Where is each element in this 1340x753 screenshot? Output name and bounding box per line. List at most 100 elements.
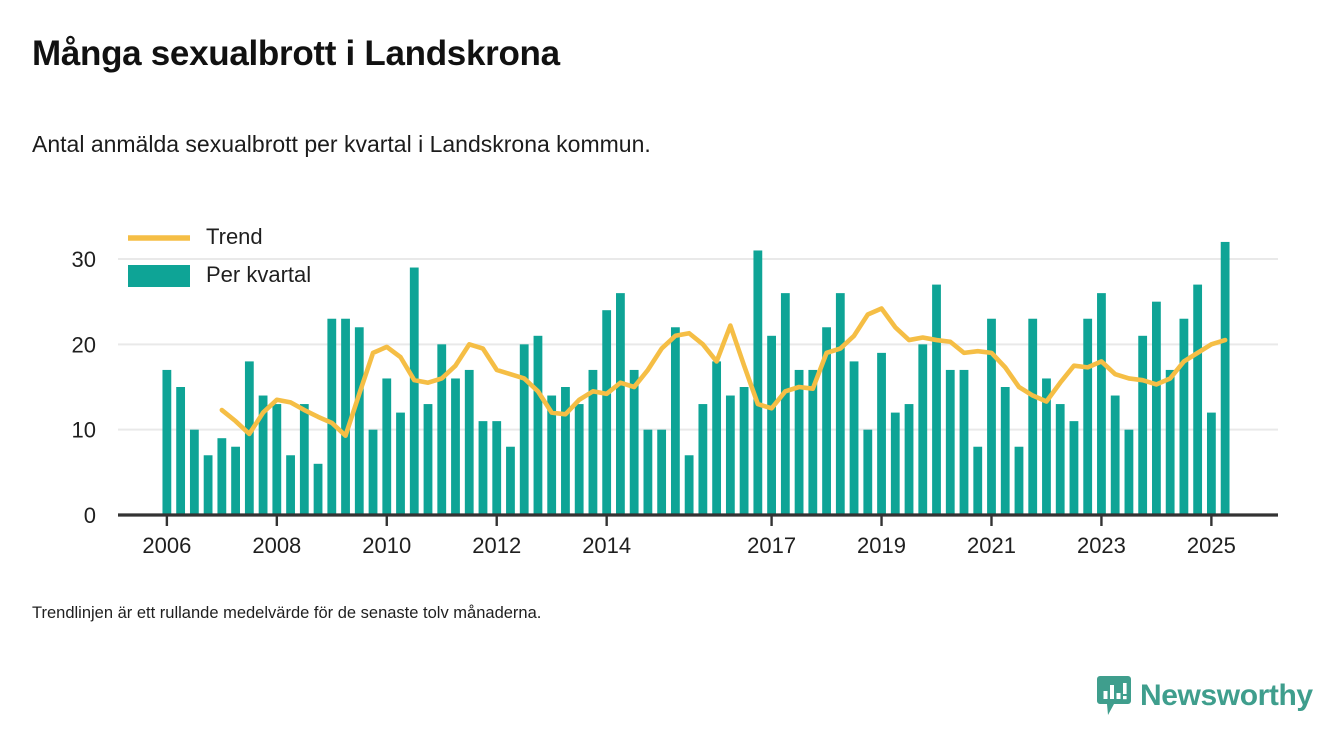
bar[interactable] <box>478 421 488 515</box>
bar[interactable] <box>1124 429 1134 515</box>
x-axis-tick-labels: 2006 2008 2010 2012 2014 2017 2019 2021 2023 2025 <box>142 533 1235 558</box>
bar[interactable] <box>176 387 186 515</box>
bar[interactable] <box>574 404 584 515</box>
bar[interactable] <box>1220 241 1230 515</box>
bar[interactable] <box>1138 335 1148 515</box>
chart-plot-area: 0 10 20 30 2006 2008 2010 2012 2014 2017 2019 2021… <box>72 224 1278 558</box>
bar[interactable] <box>918 344 928 515</box>
y-axis-tick-labels: 0 10 20 30 <box>72 247 96 528</box>
bar[interactable] <box>780 293 790 515</box>
bar[interactable] <box>1206 412 1216 515</box>
bar[interactable] <box>616 293 625 515</box>
bar[interactable] <box>712 361 722 515</box>
bar[interactable] <box>533 335 543 515</box>
bar[interactable] <box>753 250 763 515</box>
bar[interactable] <box>794 369 804 515</box>
x-tick-label: 2012 <box>472 533 521 558</box>
x-tick-label: 2025 <box>1187 533 1236 558</box>
bar[interactable] <box>258 395 268 515</box>
bar[interactable] <box>519 344 529 515</box>
bar[interactable] <box>286 455 295 515</box>
bar[interactable] <box>643 429 653 515</box>
bar[interactable] <box>1069 421 1079 515</box>
bar[interactable] <box>849 361 859 515</box>
bar[interactable] <box>739 387 749 515</box>
bar[interactable] <box>464 369 474 515</box>
bar[interactable] <box>904 404 914 515</box>
bar[interactable] <box>313 463 323 515</box>
bar[interactable] <box>162 369 172 515</box>
x-tick-label: 2019 <box>857 533 906 558</box>
legend-marker-per-kvartal <box>128 265 190 287</box>
bar[interactable] <box>382 378 392 515</box>
bar[interactable] <box>588 369 598 515</box>
bar[interactable] <box>231 446 240 515</box>
bar[interactable] <box>670 327 680 515</box>
bar[interactable] <box>1083 318 1093 515</box>
bar[interactable] <box>244 361 254 515</box>
bar[interactable] <box>217 438 227 515</box>
bar[interactable] <box>409 267 419 515</box>
bar[interactable] <box>629 369 639 515</box>
page-title: Många sexualbrott i Landskrona <box>32 34 560 73</box>
bar[interactable] <box>1165 369 1175 515</box>
bar[interactable] <box>684 455 694 515</box>
bar[interactable] <box>1014 446 1024 515</box>
bar[interactable] <box>602 310 612 515</box>
bar[interactable] <box>1097 293 1106 515</box>
y-tick-label: 10 <box>72 418 96 443</box>
bar[interactable] <box>341 318 350 515</box>
bar[interactable] <box>767 335 776 515</box>
bar[interactable] <box>423 404 433 515</box>
bar[interactable] <box>561 387 570 515</box>
bar[interactable] <box>437 344 447 515</box>
bar[interactable] <box>396 412 405 515</box>
bar[interactable] <box>863 429 873 515</box>
bar[interactable] <box>973 446 983 515</box>
bar[interactable] <box>1028 318 1038 515</box>
bar[interactable] <box>725 395 735 515</box>
bar[interactable] <box>932 284 941 515</box>
bar[interactable] <box>1152 301 1161 515</box>
bar[interactable] <box>203 455 213 515</box>
bar[interactable] <box>451 378 460 515</box>
bar[interactable] <box>945 369 955 515</box>
x-tick-label: 2021 <box>967 533 1016 558</box>
bar[interactable] <box>698 404 708 515</box>
bar[interactable] <box>547 395 557 515</box>
bar[interactable] <box>822 327 831 515</box>
bar[interactable] <box>1055 404 1065 515</box>
bar[interactable] <box>272 404 282 515</box>
bar[interactable] <box>506 446 515 515</box>
bar[interactable] <box>890 412 900 515</box>
bar[interactable] <box>1000 387 1010 515</box>
page-subtitle: Antal anmälda sexualbrott per kvartal i … <box>32 131 651 157</box>
bar[interactable] <box>1110 395 1120 515</box>
bar[interactable] <box>657 429 667 515</box>
bar[interactable] <box>835 293 845 515</box>
bar[interactable] <box>299 404 309 515</box>
x-tick-label: 2010 <box>362 533 411 558</box>
bar[interactable] <box>189 429 199 515</box>
x-tick-label: 2014 <box>582 533 631 558</box>
newsworthy-logo[interactable]: Newsworthy <box>1097 676 1313 716</box>
bar[interactable] <box>327 318 337 515</box>
legend-label: Per kvartal <box>206 262 311 287</box>
bar[interactable] <box>492 421 502 515</box>
bar[interactable] <box>1193 284 1203 515</box>
x-tick-label: 2017 <box>747 533 796 558</box>
bar[interactable] <box>877 352 886 515</box>
x-tick-label: 2023 <box>1077 533 1126 558</box>
bar[interactable] <box>1179 318 1189 515</box>
x-axis <box>118 513 1278 526</box>
bar[interactable] <box>808 369 818 515</box>
legend-label: Trend <box>206 224 263 249</box>
bar[interactable] <box>354 327 364 515</box>
bar[interactable] <box>959 369 969 515</box>
y-tick-label: 0 <box>84 503 96 528</box>
bar[interactable] <box>368 429 378 515</box>
bar-chart-speech-bubble-icon <box>1097 676 1131 715</box>
trend-line-path <box>219 306 1228 438</box>
bar[interactable] <box>987 318 996 515</box>
bar[interactable] <box>1042 378 1051 515</box>
